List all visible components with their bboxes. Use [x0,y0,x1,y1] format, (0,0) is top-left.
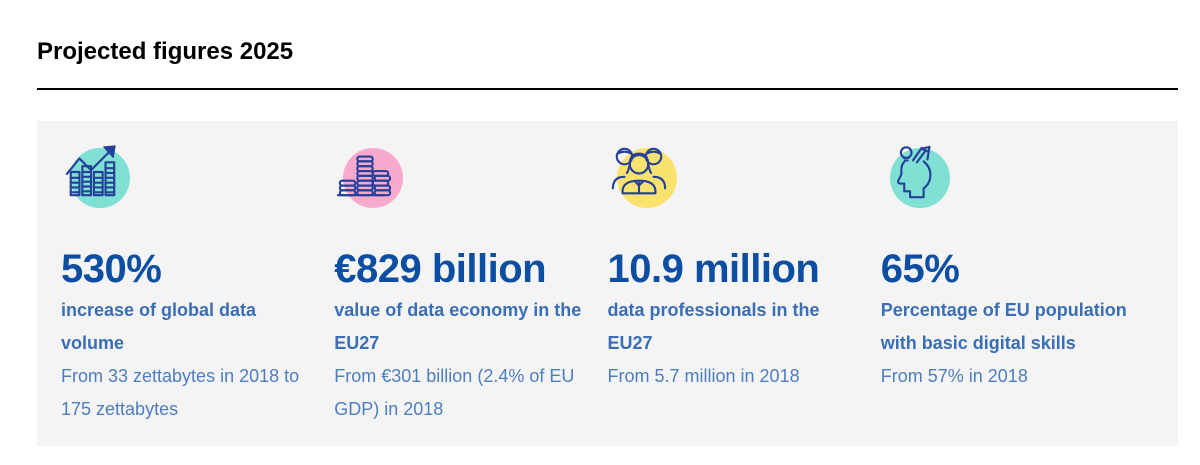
page-title: Projected figures 2025 [37,38,294,65]
stat-value: 530% [61,246,162,291]
stat-detail: From 5.7 million in 2018 [607,365,800,386]
stat-value: €829 billion [334,246,547,291]
stat-icon-wrap [881,143,953,208]
stat-value: 65% [880,246,960,291]
header-section: Projected figures 2025 [0,0,1200,90]
stat-label: increase of global data volume [61,299,257,353]
stat-detail: From 33 zettabytes in 2018 to 175 zettab… [61,365,300,419]
stat-value: 10.9 million [607,246,820,291]
stat-icon-wrap [61,143,133,208]
coin-stacks-icon [337,155,392,196]
stat-icon-wrap [608,143,680,208]
stat-label: value of data economy in the EU27 [334,299,582,353]
stat-card-data-professionals: 10.9 million data professionals in the E… [608,143,881,446]
people-group-icon [611,147,666,194]
stat-label: data professionals in the EU27 [607,299,820,353]
stat-icon-wrap [334,143,406,208]
stat-label: Percentage of EU population with basic d… [880,299,1127,353]
title-divider [37,87,1178,90]
stats-panel: 530% increase of global data volume From… [37,120,1178,446]
stat-card-digital-skills: 65% Percentage of EU population with bas… [881,143,1154,446]
head-skills-icon [896,145,932,198]
stat-card-data-economy: €829 billion value of data economy in th… [334,143,607,446]
stat-card-data-volume: 530% increase of global data volume From… [61,143,334,446]
stat-detail: From 57% in 2018 [880,365,1028,386]
stat-detail: From €301 billion (2.4% of EU GDP) in 20… [334,365,575,419]
growth-chart-icon [65,145,116,196]
